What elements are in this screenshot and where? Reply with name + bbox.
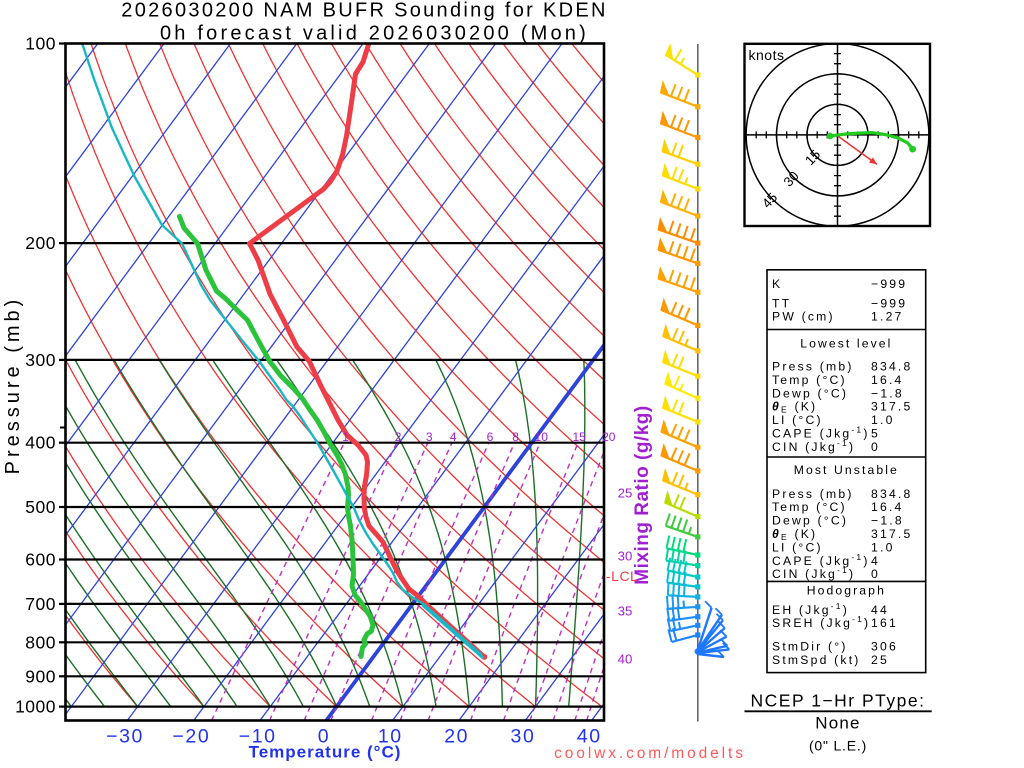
svg-text:30: 30 bbox=[618, 549, 633, 564]
svg-text:25: 25 bbox=[871, 653, 889, 667]
svg-text:CIN (Jkg-1): CIN (Jkg-1) bbox=[772, 565, 855, 581]
svg-text:Dewp (°C): Dewp (°C) bbox=[772, 386, 848, 400]
svg-text:2026030200 NAM BUFR Sounding f: 2026030200 NAM BUFR Sounding for KDEN bbox=[121, 0, 607, 22]
svg-text:−1.8: −1.8 bbox=[871, 386, 904, 400]
svg-text:Press (mb): Press (mb) bbox=[772, 487, 854, 501]
svg-text:CAPE (Jkg-1): CAPE (Jkg-1) bbox=[772, 552, 870, 568]
svg-text:16.4: 16.4 bbox=[871, 500, 904, 514]
svg-text:700: 700 bbox=[25, 594, 56, 614]
svg-text:3: 3 bbox=[426, 430, 433, 444]
svg-text:−999: −999 bbox=[871, 277, 907, 291]
svg-text:0: 0 bbox=[871, 567, 880, 581]
svg-text:8: 8 bbox=[512, 430, 519, 444]
svg-text:1000: 1000 bbox=[15, 697, 56, 717]
svg-text:CIN (Jkg-1): CIN (Jkg-1) bbox=[772, 438, 855, 454]
svg-text:2: 2 bbox=[395, 430, 402, 444]
svg-text:15: 15 bbox=[572, 430, 586, 444]
svg-text:Temperature (°C): Temperature (°C) bbox=[249, 743, 402, 762]
svg-text:0h forecast valid 2026030200 (: 0h forecast valid 2026030200 (Mon) bbox=[160, 23, 589, 45]
svg-text:4: 4 bbox=[450, 430, 457, 444]
svg-text:40: 40 bbox=[618, 652, 633, 667]
svg-text:44: 44 bbox=[871, 603, 889, 617]
svg-text:-LCL: -LCL bbox=[606, 568, 638, 584]
svg-text:Most Unstable: Most Unstable bbox=[794, 463, 899, 477]
svg-text:1.27: 1.27 bbox=[871, 310, 904, 324]
svg-text:Press (mb): Press (mb) bbox=[772, 360, 854, 374]
svg-text:317.5: 317.5 bbox=[871, 400, 913, 414]
svg-text:16.4: 16.4 bbox=[871, 373, 904, 387]
svg-text:161: 161 bbox=[871, 616, 898, 630]
svg-text:TT: TT bbox=[772, 297, 791, 311]
svg-text:100: 100 bbox=[25, 34, 56, 54]
svg-text:Hodograph: Hodograph bbox=[807, 584, 886, 598]
svg-text:CAPE (Jkg-1): CAPE (Jkg-1) bbox=[772, 425, 870, 441]
svg-text:Dewp (°C): Dewp (°C) bbox=[772, 514, 848, 528]
svg-text:StmDir (°): StmDir (°) bbox=[772, 640, 848, 654]
svg-text:300: 300 bbox=[25, 350, 56, 370]
svg-text:15: 15 bbox=[802, 147, 823, 168]
svg-text:coolwx.com/modelts: coolwx.com/modelts bbox=[554, 745, 746, 762]
svg-text:Temp (°C): Temp (°C) bbox=[772, 373, 847, 387]
svg-text:1.0: 1.0 bbox=[871, 540, 895, 554]
svg-text:Lowest level: Lowest level bbox=[800, 337, 892, 351]
svg-text:−20: −20 bbox=[172, 726, 210, 748]
svg-text:−30: −30 bbox=[106, 726, 144, 748]
svg-text:1.0: 1.0 bbox=[871, 413, 895, 427]
svg-text:5: 5 bbox=[871, 427, 880, 441]
svg-text:0: 0 bbox=[871, 440, 880, 454]
svg-text:800: 800 bbox=[25, 632, 56, 652]
svg-text:−999: −999 bbox=[871, 297, 907, 311]
svg-text:−10: −10 bbox=[239, 726, 277, 748]
svg-text:20: 20 bbox=[444, 726, 469, 748]
svg-text:4: 4 bbox=[871, 554, 880, 568]
svg-text:500: 500 bbox=[25, 497, 56, 517]
svg-text:StmSpd (kt): StmSpd (kt) bbox=[772, 653, 861, 667]
svg-text:25: 25 bbox=[618, 486, 633, 501]
svg-text:LI (°C): LI (°C) bbox=[772, 413, 823, 427]
svg-text:40: 40 bbox=[577, 726, 602, 748]
svg-text:knots: knots bbox=[749, 47, 785, 63]
svg-text:−1.8: −1.8 bbox=[871, 514, 904, 528]
svg-text:20: 20 bbox=[602, 430, 616, 444]
svg-text:45: 45 bbox=[759, 190, 780, 211]
svg-text:900: 900 bbox=[25, 666, 56, 686]
svg-text:400: 400 bbox=[25, 433, 56, 453]
svg-text:834.8: 834.8 bbox=[871, 360, 913, 374]
svg-text:1: 1 bbox=[342, 430, 349, 444]
svg-text:PW (cm): PW (cm) bbox=[772, 310, 835, 324]
svg-text:Pressure (mb): Pressure (mb) bbox=[2, 296, 24, 475]
svg-text:NCEP 1−Hr PType:: NCEP 1−Hr PType: bbox=[751, 691, 926, 711]
svg-text:6: 6 bbox=[487, 430, 494, 444]
svg-text:Temp (°C): Temp (°C) bbox=[772, 500, 847, 514]
svg-text:10: 10 bbox=[378, 726, 403, 748]
svg-text:K: K bbox=[772, 277, 782, 291]
svg-text:(0" L.E.): (0" L.E.) bbox=[809, 738, 867, 754]
svg-text:200: 200 bbox=[25, 233, 56, 253]
svg-text:317.5: 317.5 bbox=[871, 527, 913, 541]
svg-text:0: 0 bbox=[318, 726, 330, 748]
svg-text:LI (°C): LI (°C) bbox=[772, 540, 823, 554]
svg-text:834.8: 834.8 bbox=[871, 487, 913, 501]
svg-text:306: 306 bbox=[871, 640, 898, 654]
svg-text:SREH (Jkg-1): SREH (Jkg-1) bbox=[772, 614, 870, 630]
svg-text:600: 600 bbox=[25, 549, 56, 569]
svg-text:30: 30 bbox=[781, 168, 802, 189]
svg-text:10: 10 bbox=[535, 430, 549, 444]
svg-text:None: None bbox=[815, 714, 860, 733]
svg-text:30: 30 bbox=[511, 726, 536, 748]
svg-text:EH (Jkg-1): EH (Jkg-1) bbox=[772, 601, 849, 617]
svg-text:Mixing Ratio (g/kg): Mixing Ratio (g/kg) bbox=[632, 405, 653, 584]
svg-text:35: 35 bbox=[618, 604, 633, 619]
